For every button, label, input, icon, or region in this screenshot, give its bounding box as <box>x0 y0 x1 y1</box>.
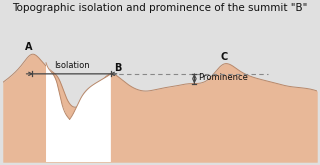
Text: Isolation: Isolation <box>54 61 89 70</box>
Title: Topographic isolation and prominence of the summit "B": Topographic isolation and prominence of … <box>12 3 308 13</box>
Text: A: A <box>25 42 32 52</box>
Text: Prominence: Prominence <box>198 73 248 82</box>
Text: C: C <box>220 52 228 62</box>
Polygon shape <box>46 63 111 165</box>
Text: B: B <box>114 63 121 73</box>
